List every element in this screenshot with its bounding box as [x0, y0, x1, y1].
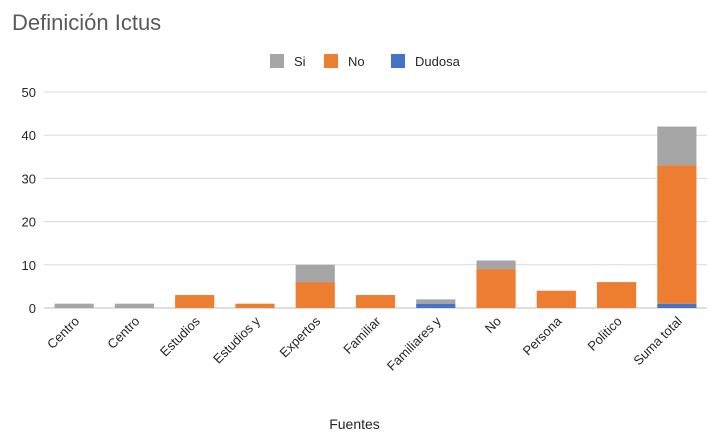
bar-no-2: [175, 295, 215, 308]
legend-label: Si: [294, 53, 306, 69]
bar-si-4: [295, 264, 335, 283]
x-tick-label: Suma total: [630, 313, 685, 368]
y-tick-label: 10: [22, 258, 36, 273]
legend-swatch: [324, 54, 338, 68]
y-tick-label: 20: [22, 215, 36, 230]
bar-no-9: [597, 282, 637, 308]
bar-no-5: [355, 295, 396, 308]
bar-no-8: [536, 290, 576, 308]
bar-dudosa-6: [416, 303, 456, 308]
y-tick-label: 40: [22, 128, 36, 143]
x-tick-label: Estudios: [157, 313, 203, 359]
bar-no-10: [657, 165, 697, 304]
bar-no-4: [295, 282, 335, 308]
x-tick-label: Centro: [104, 314, 142, 352]
legend-item-si: Si: [270, 52, 306, 70]
legend-label: Dudosa: [415, 53, 460, 69]
chart-legend: Si No Dudosa: [0, 52, 709, 70]
legend-item-no: No: [324, 52, 365, 70]
x-tick-label: Politico: [584, 314, 624, 354]
x-tick-label: Centro: [44, 314, 82, 352]
bar-si-6: [416, 299, 456, 304]
y-tick-label: 30: [22, 171, 36, 186]
bar-si-10: [657, 126, 697, 166]
bar-dudosa-10: [657, 303, 697, 308]
bar-no-7: [476, 269, 516, 308]
x-tick-label: Familiares y: [384, 313, 445, 374]
x-tick-label: Estudios y: [210, 313, 263, 366]
y-tick-label: 0: [29, 301, 36, 316]
y-tick-label: 50: [22, 85, 36, 100]
x-tick-label: Persona: [520, 313, 565, 358]
legend-item-dudosa: Dudosa: [391, 52, 460, 70]
chart-title: Definición Ictus: [12, 10, 162, 35]
bar-si-1: [114, 303, 154, 308]
bar-no-3: [235, 303, 275, 308]
bar-si-7: [476, 260, 516, 270]
x-tick-label: Familiar: [340, 313, 384, 357]
x-tick-label: Expertos: [276, 313, 323, 360]
bar-si-0: [54, 303, 94, 308]
x-axis-title: Fuentes: [329, 416, 380, 432]
legend-swatch: [270, 54, 284, 68]
x-tick-label: No: [482, 314, 504, 336]
legend-label: No: [348, 53, 365, 69]
legend-swatch: [391, 54, 405, 68]
